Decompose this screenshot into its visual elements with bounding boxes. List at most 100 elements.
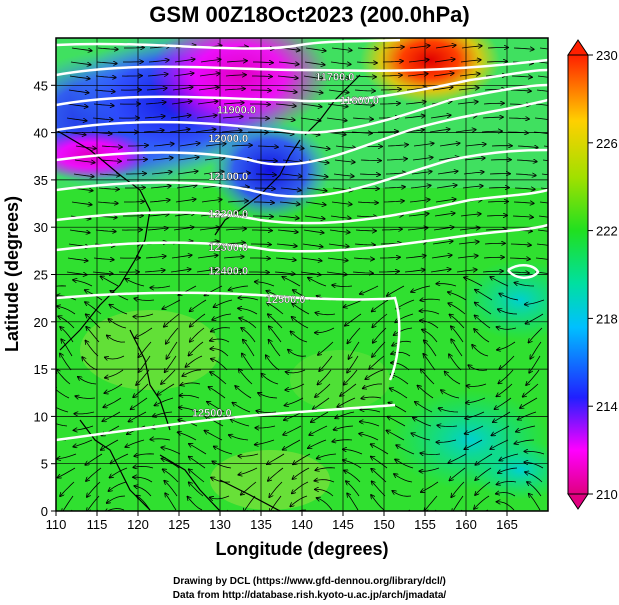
- streamline: [343, 299, 363, 307]
- streamline: [87, 495, 100, 511]
- streamline: [71, 47, 92, 51]
- streamline: [523, 383, 539, 397]
- streamline: [292, 467, 310, 479]
- streamline: [508, 272, 529, 273]
- streamline: [221, 131, 242, 133]
- streamline: [266, 291, 285, 301]
- streamline: [404, 116, 425, 118]
- streamline: [457, 256, 478, 258]
- streamline: [74, 159, 95, 163]
- streamline: [93, 258, 114, 260]
- streamline: [276, 244, 297, 246]
- colorbar-tick-label: 226: [596, 136, 618, 151]
- streamline: [176, 185, 197, 189]
- streamline: [134, 486, 152, 497]
- streamline: [326, 117, 347, 121]
- streamline: [449, 354, 462, 371]
- streamline: [165, 493, 177, 511]
- streamline: [509, 258, 530, 259]
- streamline: [340, 383, 357, 396]
- streamline: [542, 159, 548, 162]
- streamline: [270, 495, 282, 511]
- streamline: [273, 132, 294, 134]
- streamline: [255, 439, 275, 445]
- streamline: [86, 314, 101, 329]
- streamline: [283, 425, 302, 435]
- streamline: [205, 144, 226, 147]
- streamline: [369, 355, 385, 369]
- streamline: [145, 256, 166, 258]
- streamline: [390, 388, 408, 399]
- streamline: [198, 87, 219, 91]
- streamline: [507, 132, 528, 133]
- streamline: [525, 472, 543, 483]
- streamline: [464, 277, 483, 287]
- streamline: [335, 411, 355, 418]
- streamline: [496, 493, 516, 497]
- streamline: [269, 340, 281, 357]
- x-axis: 110 115 120 125 130 135 140 145 150 155 160 165: [46, 511, 518, 532]
- streamline: [381, 75, 402, 76]
- streamline: [308, 278, 327, 287]
- streamline: [395, 459, 414, 469]
- streamline: [185, 355, 203, 367]
- streamline: [301, 103, 322, 107]
- streamline: [241, 481, 257, 495]
- streamline: [424, 340, 437, 357]
- streamline: [274, 272, 295, 274]
- contour-label: 12400.0: [208, 266, 248, 278]
- streamline: [457, 102, 478, 104]
- streamline: [526, 369, 540, 385]
- streamline: [420, 321, 439, 329]
- streamline: [456, 270, 477, 273]
- footer-credit-dcl: Drawing by DCL (https://www.gfd-dennou.o…: [173, 576, 446, 587]
- streamline: [436, 185, 457, 189]
- streamline: [214, 446, 233, 455]
- streamline: [344, 470, 361, 483]
- streamline: [499, 453, 519, 461]
- streamline: [380, 89, 401, 90]
- streamline: [452, 495, 464, 511]
- streamline: [104, 383, 123, 393]
- streamline: [448, 453, 467, 463]
- streamline: [62, 495, 74, 511]
- contour-label: 12300.0: [208, 242, 248, 254]
- streamline: [474, 329, 490, 343]
- streamline: [372, 299, 389, 312]
- streamline: [356, 216, 377, 217]
- streamline: [459, 74, 480, 76]
- streamline: [352, 118, 373, 119]
- streamline: [166, 327, 179, 344]
- streamline: [222, 271, 243, 272]
- streamline: [300, 117, 321, 121]
- streamline: [474, 495, 490, 509]
- streamline: [255, 426, 276, 428]
- streamline: [150, 439, 171, 440]
- streamline: [196, 115, 217, 119]
- streamline: [108, 319, 127, 329]
- streamline: [513, 48, 534, 49]
- streamline: [78, 377, 97, 385]
- streamline: [387, 145, 408, 146]
- streamline: [441, 390, 460, 399]
- streamline: [396, 445, 415, 455]
- streamline: [533, 131, 548, 135]
- streamline: [514, 439, 535, 444]
- streamline: [330, 215, 351, 218]
- colorbar-tick-label: 214: [596, 399, 618, 414]
- streamline: [201, 200, 222, 203]
- x-tick-label: 140: [291, 517, 313, 532]
- streamline: [171, 101, 192, 105]
- contour-labels: 11700.0 11800.0 11900.0 12000.0 12100.0 12200…: [192, 71, 379, 419]
- streamline: [223, 257, 244, 258]
- streamline: [101, 439, 119, 450]
- streamline: [436, 284, 457, 287]
- streamline: [365, 369, 384, 379]
- streamline: [303, 229, 324, 233]
- streamline: [494, 397, 512, 409]
- y-axis-label: Latitude (degrees): [2, 196, 22, 352]
- streamline: [386, 430, 405, 441]
- streamline: [105, 369, 124, 378]
- streamline: [144, 116, 165, 118]
